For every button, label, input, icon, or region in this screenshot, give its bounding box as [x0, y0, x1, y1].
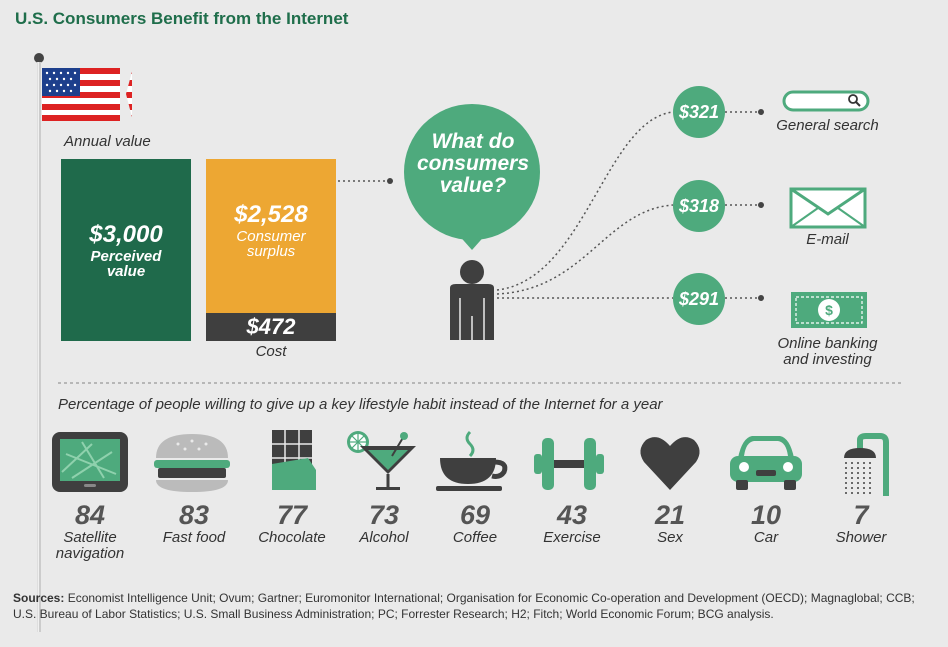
svg-text:$: $ [825, 302, 833, 318]
question-line-2: consumers [416, 152, 530, 175]
habit-label-sex: Sex [657, 529, 683, 546]
cost-bar: $472 [206, 313, 336, 341]
email-label: E-mail [806, 231, 849, 248]
habit-label-car: Car [753, 529, 779, 546]
sources-note: Sources: Economist Intelligence Unit; Ov… [13, 590, 933, 622]
habit-label-gps-2: navigation [55, 545, 125, 562]
search-label: General search [776, 117, 879, 134]
email-value-circle: $318 [673, 180, 725, 232]
annual-value-label: Annual value [64, 133, 151, 150]
habit-label-fastfood: Fast food [162, 529, 226, 546]
connector-line [338, 178, 393, 184]
sources-label: Sources: [13, 591, 65, 605]
habit-value-chocolate: 77 [276, 500, 308, 530]
banking-label-2: and investing [783, 351, 872, 368]
search-value-circle: $321 [673, 86, 725, 138]
habit-value-car: 10 [750, 500, 782, 530]
divider [58, 382, 903, 384]
habit-value-shower: 7 [853, 500, 869, 530]
habit-label-exercise: Exercise [543, 529, 601, 546]
habit-label-chocolate: Chocolate [258, 529, 326, 546]
flag-pole-graphic [34, 53, 133, 632]
habit-value-coffee: 69 [459, 500, 491, 530]
habit-label-alcohol: Alcohol [359, 529, 409, 546]
surplus-label-2: surplus [246, 243, 296, 260]
consumer-surplus-bar: $2,528 Consumer surplus [206, 159, 336, 313]
cost-label: Cost [255, 343, 287, 360]
perceived-value-bar: $3,000 Perceived value [61, 159, 191, 341]
perceived-amount: $3,000 [89, 221, 163, 248]
bubble-question: What do consumers value? [403, 131, 543, 197]
envelope-icon [789, 187, 867, 229]
habits-title: Percentage of people willing to give up … [58, 396, 663, 413]
search-bar-icon [782, 90, 870, 112]
question-line-1: What do [431, 130, 515, 153]
heart-icon [640, 437, 700, 490]
habit-value-alcohol: 73 [368, 500, 400, 530]
habit-icons [52, 430, 889, 496]
banking-label: Online banking and investing [765, 336, 890, 368]
shower-icon [844, 433, 889, 496]
banking-label-1: Online banking [777, 335, 878, 352]
perceived-label-1: Perceived [90, 248, 162, 265]
habit-value-fastfood: 83 [178, 500, 210, 530]
cocktail-icon [347, 431, 416, 490]
surplus-label-1: Consumer [236, 228, 306, 245]
coffee-icon [436, 430, 508, 491]
banking-value-circle: $291 [673, 273, 725, 325]
speech-bubble [404, 104, 540, 250]
dollar-bill-icon: $ [791, 292, 867, 328]
perceived-label-2: value [106, 263, 146, 280]
burger-icon [154, 434, 230, 492]
us-flag-icon [42, 68, 133, 121]
person-icon [450, 260, 494, 340]
car-icon [730, 436, 802, 490]
surplus-amount: $2,528 [234, 201, 308, 228]
chocolate-icon [272, 430, 316, 490]
gps-icon [52, 432, 128, 492]
habit-value-exercise: 43 [556, 500, 588, 530]
habit-label-gps-1: Satellite [63, 529, 117, 546]
habit-value-gps: 84 [74, 500, 106, 530]
dumbbell-icon [534, 438, 604, 490]
habit-label-shower: Shower [835, 529, 887, 546]
habit-label-gps: Satellite navigation [40, 530, 140, 562]
page-title: U.S. Consumers Benefit from the Internet [15, 9, 349, 28]
habit-label-coffee: Coffee [452, 529, 498, 546]
question-line-3: value? [439, 174, 507, 197]
service-connectors [496, 109, 764, 301]
sources-text: Economist Intelligence Unit; Ovum; Gartn… [13, 591, 915, 621]
habit-value-sex: 21 [654, 500, 686, 530]
